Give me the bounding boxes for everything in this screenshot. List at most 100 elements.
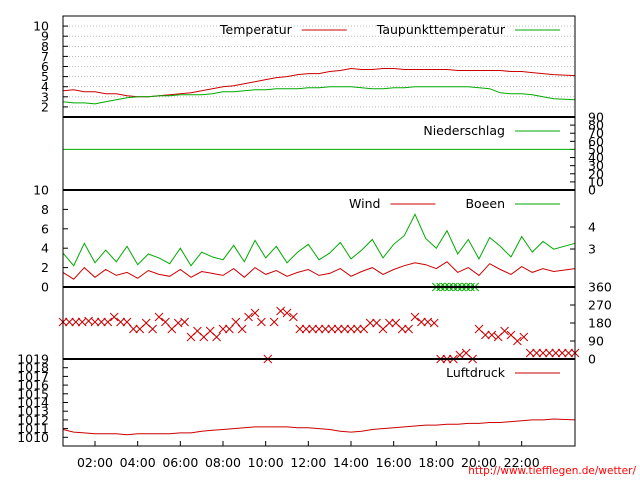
wind-direction-point-stroke (525, 348, 535, 358)
wind-direction-point-stroke (327, 324, 337, 334)
precipitation-y2tick-label: 80 (588, 118, 604, 133)
wind-direction-point (301, 324, 311, 334)
wind-ytick-label: 8 (41, 202, 49, 217)
wind-direction-point-stroke (295, 324, 305, 334)
wind-direction-y2tick-label: 270 (588, 298, 612, 313)
temperature-ytick-label: 3 (41, 89, 49, 104)
wind-direction-point (519, 332, 529, 342)
wind-direction-y2tick-label: 360 (588, 280, 612, 295)
wind-direction-point-stroke (365, 318, 375, 328)
wind-direction-point-stroke (90, 317, 100, 327)
wind-direction-point-stroke (109, 312, 119, 322)
x-tick-label: 08:00 (205, 455, 241, 470)
wind-direction-point-stroke (257, 317, 266, 327)
wind-direction-point-stroke (205, 326, 215, 336)
wind-direction-point-stroke (564, 348, 573, 358)
precipitation-y2tick-label: 90 (588, 110, 604, 125)
pressure-ytick-label: 1012 (17, 412, 49, 427)
wind-direction-point (397, 324, 407, 334)
wind-direction-point (538, 348, 548, 358)
wind-direction-point-stroke (148, 324, 157, 334)
wind-series-1 (62, 261, 576, 280)
wind-direction-point-stroke (276, 306, 285, 316)
wind-legend-label: Boeen (465, 196, 505, 211)
wind-y2tick-label: 3 (588, 242, 596, 257)
wind-direction-point-stroke (250, 308, 260, 318)
wind-ytick-label: 0 (41, 280, 49, 295)
precipitation-y2tick-label: 70 (588, 126, 604, 141)
x-tick-label: 02:00 (77, 455, 113, 470)
wind-direction-point-stroke (519, 332, 529, 342)
x-tick-label: 16:00 (376, 455, 412, 470)
wind-direction-panel: 0 90 180 270 360 (58, 280, 612, 367)
wind-direction-y2tick-label: 0 (588, 352, 596, 367)
wind-direction-point (244, 312, 253, 322)
wind-direction-point-stroke (545, 348, 554, 358)
wind-direction-point (161, 317, 170, 327)
pressure-legend-label: Luftdruck (446, 365, 506, 380)
wind-direction-point-stroke (372, 318, 381, 328)
wind-direction-point (257, 317, 266, 327)
temperature-ytick-label: 2 (41, 99, 49, 114)
wind-direction-point-stroke (481, 330, 490, 340)
wind-direction-point (481, 330, 490, 340)
wind-direction-point-stroke (212, 332, 221, 342)
wind-direction-point-stroke (474, 324, 484, 334)
pressure-ytick-label: 1019 (17, 352, 49, 367)
wind-legend-label: Wind (349, 196, 380, 211)
precipitation-y2tick-label: 60 (588, 134, 604, 149)
temperature-ytick-label: 6 (41, 59, 49, 74)
temperature-ytick-label: 8 (41, 39, 49, 54)
temperature-ytick-label: 4 (41, 79, 49, 94)
wind-direction-point-stroke (397, 324, 407, 334)
wind-direction-point-stroke (391, 318, 401, 328)
wind-direction-point-stroke (97, 317, 106, 327)
wind-direction-point (500, 326, 509, 336)
wind-direction-point-stroke (65, 317, 74, 327)
wind-direction-point-stroke (71, 317, 81, 327)
wind-direction-point (65, 317, 74, 327)
x-tick-label: 10:00 (248, 455, 284, 470)
wind-direction-point (333, 324, 343, 334)
wind-direction-point-stroke (506, 330, 516, 340)
wind-direction-point (116, 317, 125, 327)
wind-direction-point (231, 317, 241, 327)
wind-direction-point (340, 324, 349, 334)
wind-direction-point (346, 324, 356, 334)
precipitation-y2tick-label: 0 (588, 183, 596, 198)
wind-direction-point (225, 324, 234, 334)
wind-direction-point-stroke (513, 336, 522, 346)
wind-direction-point-stroke (141, 318, 151, 328)
wind-direction-point (289, 312, 298, 322)
wind-direction-point-stroke (385, 318, 394, 328)
wind-direction-point (90, 317, 100, 327)
pressure-ytick-label: 1018 (17, 360, 49, 375)
wind-panel: 0 2 4 6 8 10 3 4 Boeen Wind (33, 183, 596, 295)
precipitation-legend-label: Niederschlag (423, 123, 505, 138)
pressure-ytick-label: 1017 (17, 369, 49, 384)
wind-direction-point-stroke (154, 312, 164, 322)
wind-direction-point-stroke (116, 317, 125, 327)
wind-direction-point (282, 308, 292, 318)
wind-direction-point-stroke (538, 348, 548, 358)
wind-y2tick-label: 4 (588, 220, 596, 235)
pressure-ytick-label: 1011 (17, 421, 49, 436)
wind-direction-point (404, 324, 413, 334)
wind-direction-point (513, 336, 522, 346)
wind-direction-point (455, 350, 465, 360)
wind-direction-point-stroke (301, 324, 311, 334)
wind-direction-point (71, 317, 81, 327)
wind-direction-point-stroke (551, 348, 561, 358)
pressure-ytick-label: 1014 (17, 395, 49, 410)
wind-direction-point-stroke (244, 312, 253, 322)
wind-direction-point (410, 312, 420, 322)
wind-direction-point (308, 324, 317, 334)
pressure-ytick-label: 1016 (17, 378, 49, 393)
wind-direction-point-stroke (487, 330, 497, 340)
wind-direction-point (212, 332, 221, 342)
wind-direction-point (109, 312, 119, 322)
credit-link[interactable]: http://www.tiefflegen.de/wetter/ (468, 465, 636, 477)
x-tick-label: 20:00 (461, 455, 497, 470)
